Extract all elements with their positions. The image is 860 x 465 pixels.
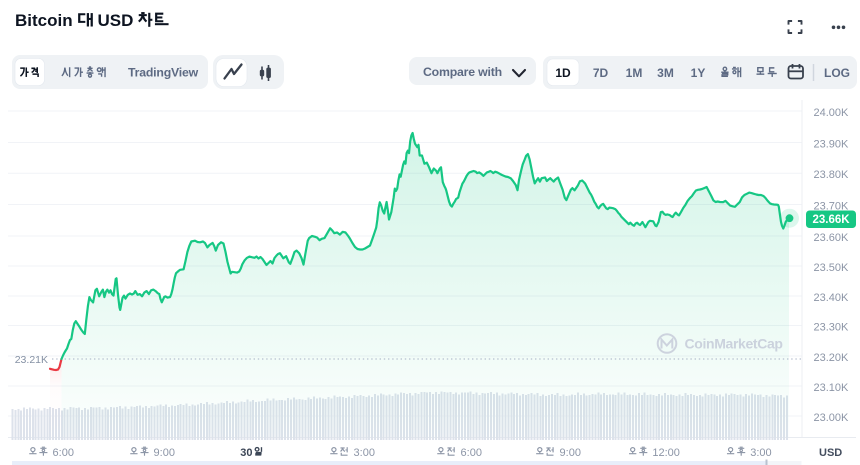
svg-text:1M: 1M — [626, 66, 643, 80]
svg-text:6:00: 6:00 — [53, 447, 74, 459]
svg-text:7D: 7D — [593, 66, 609, 80]
svg-text:23.80K: 23.80K — [814, 169, 850, 181]
svg-text:23.40K: 23.40K — [814, 292, 850, 304]
svg-text:3M: 3M — [657, 66, 674, 80]
svg-text:23.66K: 23.66K — [812, 214, 850, 226]
svg-text:23.70K: 23.70K — [814, 200, 850, 212]
svg-text:12:00: 12:00 — [652, 447, 680, 459]
svg-text:USD: USD — [819, 447, 842, 459]
svg-text:TradingView: TradingView — [128, 66, 199, 80]
svg-text:6:00: 6:00 — [461, 447, 482, 459]
svg-text:23.20K: 23.20K — [814, 352, 850, 364]
svg-text:23.30K: 23.30K — [814, 321, 850, 333]
svg-text:Bitcoin: Bitcoin — [15, 11, 73, 30]
svg-text:9:00: 9:00 — [154, 447, 175, 459]
svg-text:23.10K: 23.10K — [814, 382, 850, 394]
svg-text:23.90K: 23.90K — [814, 138, 850, 150]
svg-text:CoinMarketCap: CoinMarketCap — [685, 336, 783, 352]
svg-text:USD: USD — [98, 11, 134, 30]
svg-text:3:00: 3:00 — [354, 447, 375, 459]
svg-text:1D: 1D — [555, 66, 571, 80]
svg-text:Compare with: Compare with — [423, 65, 502, 79]
svg-text:1Y: 1Y — [691, 66, 706, 80]
svg-text:9:00: 9:00 — [560, 447, 581, 459]
svg-text:23.50K: 23.50K — [814, 262, 850, 274]
svg-text:23.00K: 23.00K — [814, 412, 850, 424]
svg-text:24.00K: 24.00K — [814, 107, 850, 119]
svg-text:3:00: 3:00 — [750, 447, 771, 459]
svg-text:23.60K: 23.60K — [814, 232, 850, 244]
svg-text:30: 30 — [240, 447, 252, 459]
svg-text:LOG: LOG — [824, 66, 850, 80]
svg-text:23.21K: 23.21K — [15, 354, 48, 366]
